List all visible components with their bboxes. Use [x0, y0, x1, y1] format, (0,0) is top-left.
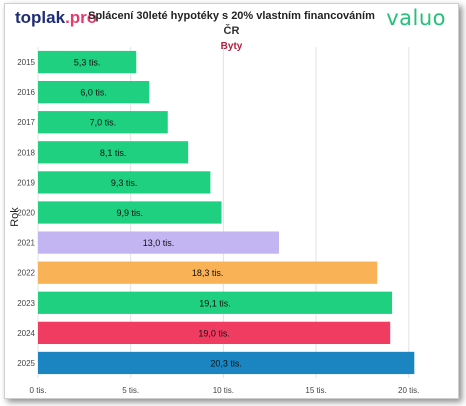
- data-label: 19,0 tis.: [198, 328, 230, 338]
- x-tick-label: 20 tis.: [398, 386, 419, 395]
- data-label: 9,9 tis.: [116, 208, 143, 218]
- chart-subtitle: ČR: [223, 25, 240, 37]
- x-tick-label: 10 tis.: [213, 386, 234, 395]
- bar: [38, 50, 137, 74]
- bar: [38, 81, 150, 104]
- tick-labels: 0 tis. 5 tis. 10 tis. 15 tis. 20 tis. 2015 201…: [17, 58, 419, 395]
- y-tick-label: 2024: [17, 329, 35, 338]
- y-tick-label: 2022: [17, 269, 35, 278]
- data-label: 20,3 tis.: [210, 358, 242, 368]
- bar: [38, 231, 279, 254]
- x-tick-label: 0 tis.: [30, 386, 47, 395]
- bar: [38, 291, 393, 314]
- data-label: 9,3 tis.: [111, 178, 138, 188]
- y-tick-label: 2023: [17, 299, 35, 308]
- y-tick-label: 2019: [17, 178, 35, 187]
- y-tick-label: 2016: [17, 88, 35, 97]
- logo-text-suffix: .pro: [65, 8, 98, 27]
- data-label: 7,0 tis.: [90, 118, 117, 128]
- bars: 5,3 tis. 6,0 tis. 7,0 tis. 8,1 tis. 9,3 tis.…: [38, 50, 415, 375]
- bar: [38, 351, 415, 375]
- bar: [38, 111, 168, 134]
- data-label: 5,3 tis.: [74, 58, 101, 68]
- data-label: 8,1 tis.: [100, 148, 127, 158]
- y-tick-label: 2015: [17, 58, 35, 67]
- y-tick-label: 2017: [17, 118, 35, 127]
- y-tick-label: 2025: [17, 359, 35, 368]
- bar: [38, 321, 391, 344]
- logo-text-main: toplak: [15, 8, 66, 27]
- bar-chart: Rok 5,3 tis. 6,0 tis. 7,0 tis. 8,1 tis. 9,3 …: [9, 47, 419, 395]
- chart-segment: Byty: [220, 41, 243, 52]
- y-axis-label: Rok: [9, 207, 21, 227]
- x-tick-label: 5 tis.: [122, 386, 139, 395]
- bar: [38, 171, 211, 194]
- y-tick-label: 2021: [17, 239, 35, 248]
- toplak-logo: toplak.pro: [15, 8, 97, 28]
- y-tick-label: 2020: [17, 209, 35, 218]
- data-label: 19,1 tis.: [199, 298, 231, 308]
- chart-title: Splácení 30leté hypotéky s 20% vlastním …: [88, 10, 375, 22]
- y-tick-label: 2018: [17, 148, 35, 157]
- chart-frame: toplak.pro valuo Splácení 30leté hypoték…: [4, 3, 459, 399]
- bar: [38, 201, 222, 224]
- bar: [38, 141, 189, 164]
- valuo-logo: valuo: [386, 6, 446, 30]
- data-label: 18,3 tis.: [192, 268, 224, 278]
- x-tick-label: 15 tis.: [305, 386, 326, 395]
- data-label: 6,0 tis.: [80, 88, 107, 98]
- bar: [38, 261, 378, 284]
- data-label: 13,0 tis.: [143, 238, 175, 248]
